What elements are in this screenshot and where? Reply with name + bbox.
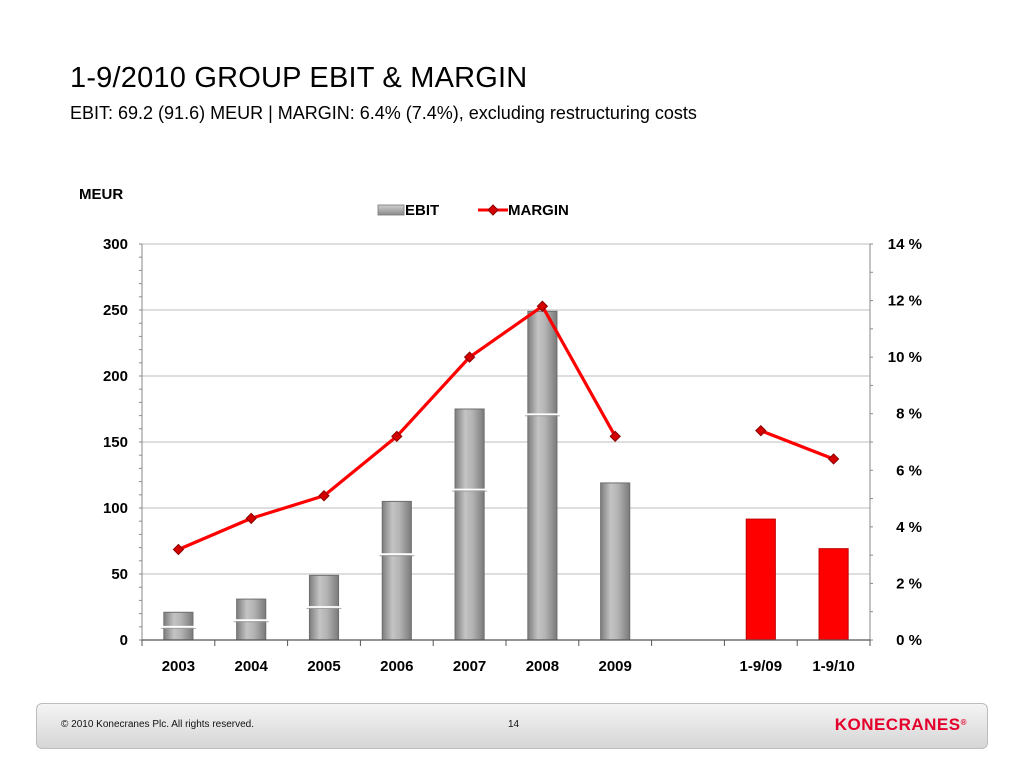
right-tick-label: 2 % xyxy=(896,575,922,592)
slide-title: 1-9/2010 GROUP EBIT & MARGIN xyxy=(70,62,528,94)
left-tick-label: 300 xyxy=(103,236,128,253)
ebit-bar xyxy=(381,500,412,641)
logo-text: KONECRANES xyxy=(834,715,961,734)
margin-point xyxy=(463,351,476,363)
logo-registered-mark: ® xyxy=(960,718,967,727)
right-tick-label: 8 % xyxy=(896,406,922,423)
ebit-bar xyxy=(600,482,631,641)
margin-point xyxy=(827,453,840,465)
left-tick-label: 200 xyxy=(103,368,128,385)
legend-ebit-label: EBIT xyxy=(405,202,439,219)
ebit-bar xyxy=(527,310,558,641)
right-tick-label: 4 % xyxy=(896,519,922,536)
category-label: 2009 xyxy=(599,658,632,675)
margin-line xyxy=(760,429,835,461)
right-tick-label: 12 % xyxy=(888,293,922,310)
ebit-bar xyxy=(818,548,849,641)
left-tick-label: 0 xyxy=(120,632,128,649)
konecranes-logo: KONECRANES® xyxy=(835,715,967,735)
margin-point xyxy=(609,430,621,443)
left-tick-label: 50 xyxy=(111,566,128,583)
legend-margin-label: MARGIN xyxy=(508,202,569,219)
ebit-bar xyxy=(745,518,776,641)
ebit-margin-chart: 0 50 100 150 200 250 300 0 % 2 % 4 % 6 % 8 % 10 % 12 … xyxy=(79,186,922,675)
margin-point xyxy=(172,543,185,556)
page-number: 14 xyxy=(508,719,520,730)
category-label: 2004 xyxy=(235,658,269,675)
legend-ebit-swatch xyxy=(377,204,405,216)
category-label: 2006 xyxy=(380,658,413,675)
left-tick-label: 150 xyxy=(103,434,128,451)
margin-point xyxy=(318,490,330,502)
slide-subtitle: EBIT: 69.2 (91.6) MEUR | MARGIN: 6.4% (7… xyxy=(70,103,697,123)
copyright-text: © 2010 Konecranes Plc. All rights reserv… xyxy=(61,719,255,730)
category-label: 2007 xyxy=(453,658,486,675)
category-label: 2008 xyxy=(526,658,559,675)
right-tick-label: 14 % xyxy=(888,236,922,253)
category-label: 2003 xyxy=(162,658,195,675)
right-tick-label: 10 % xyxy=(888,349,922,366)
legend-margin-marker xyxy=(487,204,499,216)
ebit-bar xyxy=(454,408,485,641)
right-tick-label: 0 % xyxy=(896,632,922,649)
right-tick-label: 6 % xyxy=(896,462,922,479)
category-label: 2005 xyxy=(307,658,340,675)
margin-point xyxy=(536,300,549,312)
margin-point xyxy=(755,424,767,437)
margin-point xyxy=(391,430,403,443)
left-tick-label: 100 xyxy=(103,500,128,517)
y-axis-unit-label: MEUR xyxy=(79,186,123,203)
category-label: 1-9/09 xyxy=(740,658,783,675)
category-label: 1-9/10 xyxy=(812,658,855,675)
footer-bar: © 2010 Konecranes Plc. All rights reserv… xyxy=(36,703,988,749)
margin-point xyxy=(245,512,257,525)
left-tick-label: 250 xyxy=(103,302,128,319)
